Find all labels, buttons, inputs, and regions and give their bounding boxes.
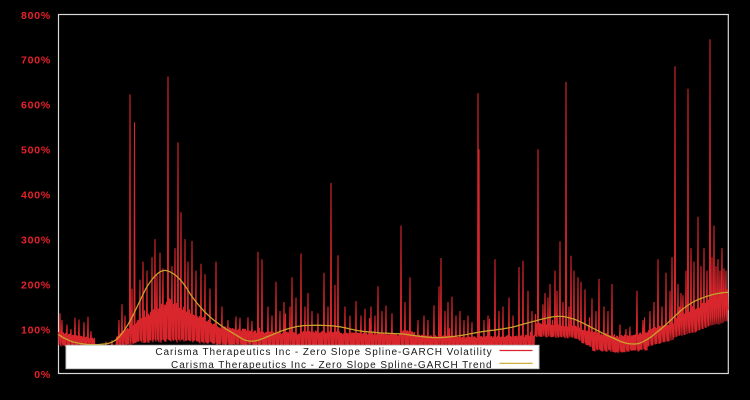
svg-text:300%: 300% — [21, 234, 51, 246]
svg-text:Carisma Therapeutics Inc - Zer: Carisma Therapeutics Inc - Zero Slope Sp… — [155, 347, 492, 358]
svg-text:600%: 600% — [21, 100, 51, 112]
svg-text:100%: 100% — [21, 324, 51, 336]
svg-text:200%: 200% — [21, 279, 51, 291]
svg-text:0%: 0% — [34, 369, 51, 381]
svg-text:700%: 700% — [21, 55, 51, 67]
svg-text:500%: 500% — [21, 145, 51, 157]
svg-text:Carisma Therapeutics Inc - Zer: Carisma Therapeutics Inc - Zero Slope Sp… — [171, 360, 492, 371]
svg-text:800%: 800% — [21, 10, 51, 22]
svg-text:400%: 400% — [21, 190, 51, 202]
